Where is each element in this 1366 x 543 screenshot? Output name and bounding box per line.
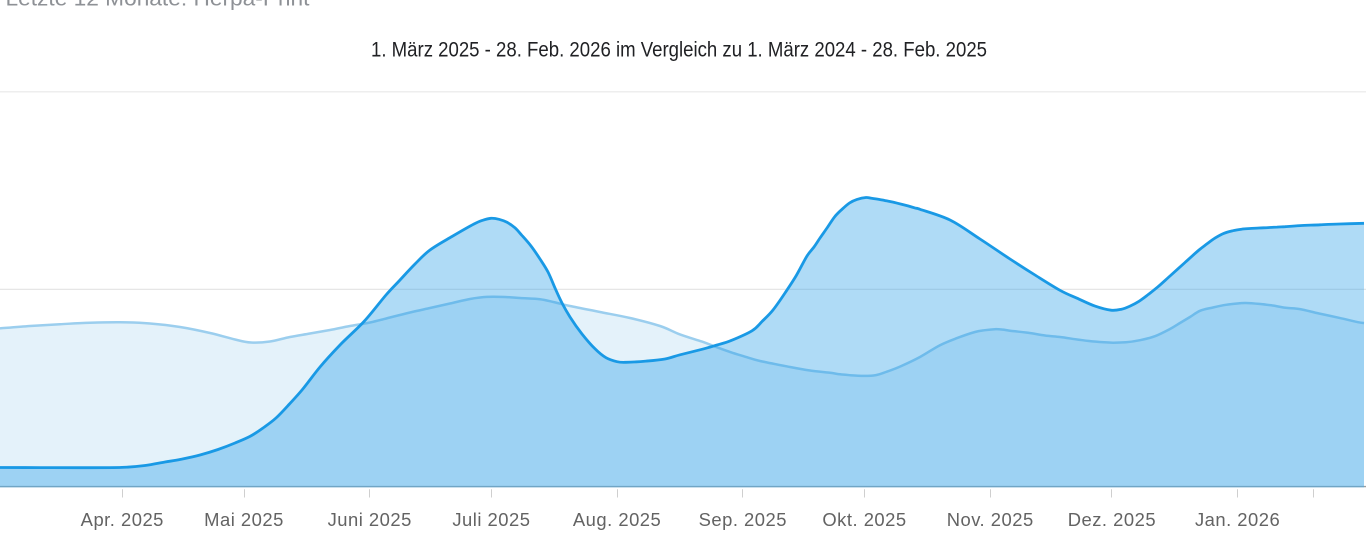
svg-text:1. März 2025 - 28. Feb. 2026 i: 1. März 2025 - 28. Feb. 2026 im Vergleic…	[371, 39, 987, 62]
svg-text:Sep. 2025: Sep. 2025	[699, 509, 787, 530]
svg-text:Dez. 2025: Dez. 2025	[1068, 509, 1156, 530]
svg-text:Aug. 2025: Aug. 2025	[573, 509, 661, 530]
svg-text:Letzte 12 Monate: Herpa-Print: Letzte 12 Monate: Herpa-Print	[6, 0, 310, 11]
svg-text:Okt. 2025: Okt. 2025	[822, 509, 906, 530]
svg-text:Jan. 2026: Jan. 2026	[1195, 509, 1280, 530]
svg-text:Mai 2025: Mai 2025	[204, 509, 284, 530]
svg-text:Apr. 2025: Apr. 2025	[81, 509, 164, 530]
svg-text:Nov. 2025: Nov. 2025	[947, 509, 1034, 530]
svg-text:Juni 2025: Juni 2025	[328, 509, 412, 530]
svg-text:Juli 2025: Juli 2025	[452, 509, 530, 530]
